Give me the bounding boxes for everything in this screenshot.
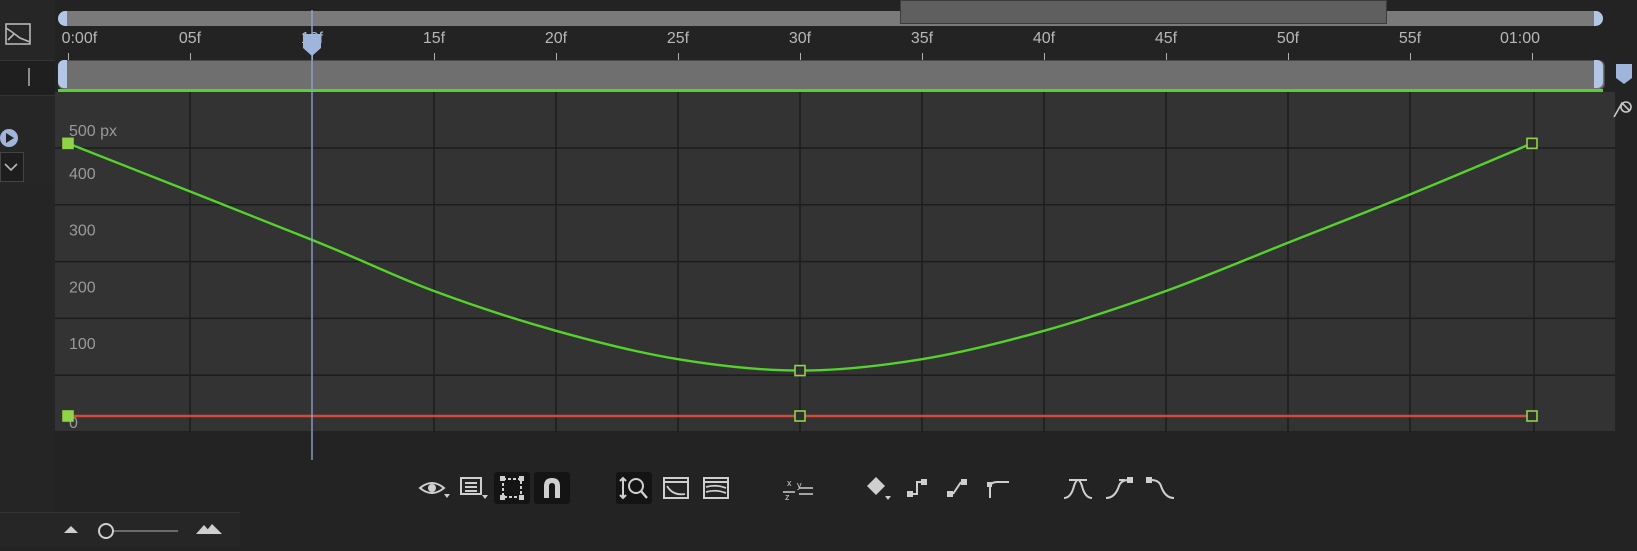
keyframe[interactable] [794, 364, 806, 377]
graph-editor-toggle-icon[interactable] [2, 18, 36, 48]
svg-text:x: x [787, 478, 792, 488]
keyframe[interactable] [794, 410, 806, 422]
keyframe[interactable] [62, 410, 74, 422]
ruler-label: 35f [910, 30, 934, 47]
ruler-tick [1410, 53, 1411, 60]
value-graph[interactable]: 500 px 400 300 200 100 0 [55, 92, 1615, 457]
ruler-tick [312, 53, 313, 60]
time-ruler[interactable]: 0:00f 05f 10f 15f 20f 25f 30f 35f 40f 45f 50f 55f 01… [58, 28, 1608, 60]
composition-end-marker-icon[interactable] [1613, 62, 1635, 86]
play-icon[interactable] [0, 127, 22, 149]
ruler-tick [556, 53, 557, 60]
value-axis-label: 200 [69, 279, 96, 296]
zoom-strip [0, 512, 240, 546]
work-area-end-handle[interactable] [1594, 60, 1603, 88]
snap-magnet-icon[interactable] [534, 472, 570, 504]
ruler-label: 40f [1032, 30, 1056, 47]
left-strip-divider [0, 60, 55, 96]
easy-ease-in-icon[interactable] [1102, 472, 1138, 504]
eye-icon[interactable] [416, 472, 452, 504]
value-axis-label: 400 [69, 166, 96, 183]
ruler-label: 50f [1276, 30, 1300, 47]
ruler-tick [68, 53, 69, 60]
graph-snapshot-icon[interactable] [1612, 97, 1636, 121]
navigator-thumb[interactable] [900, 0, 1387, 24]
navigator-start-handle[interactable] [58, 11, 67, 26]
auto-bezier-icon[interactable] [980, 472, 1016, 504]
ruler-tick [434, 53, 435, 60]
zoom-slider-thumb[interactable] [98, 523, 114, 539]
ruler-tick [1532, 53, 1533, 60]
ruler-label: 0:00f [61, 30, 98, 47]
graph-background [55, 92, 1615, 457]
fit-selection-icon[interactable] [494, 472, 530, 504]
value-curve[interactable] [67, 142, 1533, 372]
ruler-label: 15f [422, 30, 446, 47]
ruler-tick [678, 53, 679, 60]
hold-keyframe-icon[interactable] [900, 472, 936, 504]
keyframe[interactable] [62, 137, 74, 150]
easy-ease-out-icon[interactable] [1142, 472, 1178, 504]
graph-bottom-margin [55, 432, 1615, 457]
work-area-bar[interactable] [58, 60, 1605, 90]
ruler-label: 45f [1154, 30, 1178, 47]
keyframe[interactable] [1526, 137, 1538, 150]
navigator-end-handle[interactable] [1594, 11, 1603, 26]
work-area-start-handle[interactable] [58, 60, 67, 88]
keyframe-diamond-icon[interactable] [860, 472, 896, 504]
ruler-tick [1166, 53, 1167, 60]
ruler-label: 20f [544, 30, 568, 47]
ruler-label: 10f [300, 30, 324, 47]
value-axis-label: 0 [69, 415, 78, 432]
layer-list-area [0, 185, 55, 515]
svg-text:z: z [785, 492, 790, 502]
ruler-label: 30f [788, 30, 812, 47]
zoom-out-icon[interactable] [64, 526, 78, 533]
ruler-tick [190, 53, 191, 60]
list-icon[interactable] [456, 472, 492, 504]
ruler-label: 01:00 [1499, 30, 1541, 47]
svg-text:y: y [797, 480, 802, 490]
ruler-tick [800, 53, 801, 60]
ruler-tick [1044, 53, 1045, 60]
easy-ease-icon[interactable] [1060, 472, 1096, 504]
ruler-tick [922, 53, 923, 60]
ruler-label: 05f [178, 30, 202, 47]
ruler-label: 25f [666, 30, 690, 47]
value-axis-label: 300 [69, 223, 96, 240]
keyframes[interactable] [62, 137, 1538, 422]
ruler-label: 55f [1398, 30, 1422, 47]
ruler-tick [1288, 53, 1289, 60]
chevron-down-icon[interactable] [0, 152, 24, 182]
grid-horizontal [55, 147, 1615, 457]
graph-unit-label: 500 px [69, 123, 117, 140]
zoom-fit-icon[interactable] [616, 472, 652, 504]
fit-graph-icon[interactable] [698, 472, 734, 504]
current-time-marker [28, 68, 30, 86]
value-axis-label: 100 [69, 336, 96, 353]
keyframe[interactable] [1526, 410, 1538, 422]
fit-all-graph-icon[interactable] [658, 472, 694, 504]
work-area-range-line [58, 89, 1603, 92]
zoom-in-icon[interactable] [196, 524, 222, 534]
value-axis-labels: 400 300 200 100 0 [69, 166, 96, 432]
linear-keyframe-icon[interactable] [940, 472, 976, 504]
